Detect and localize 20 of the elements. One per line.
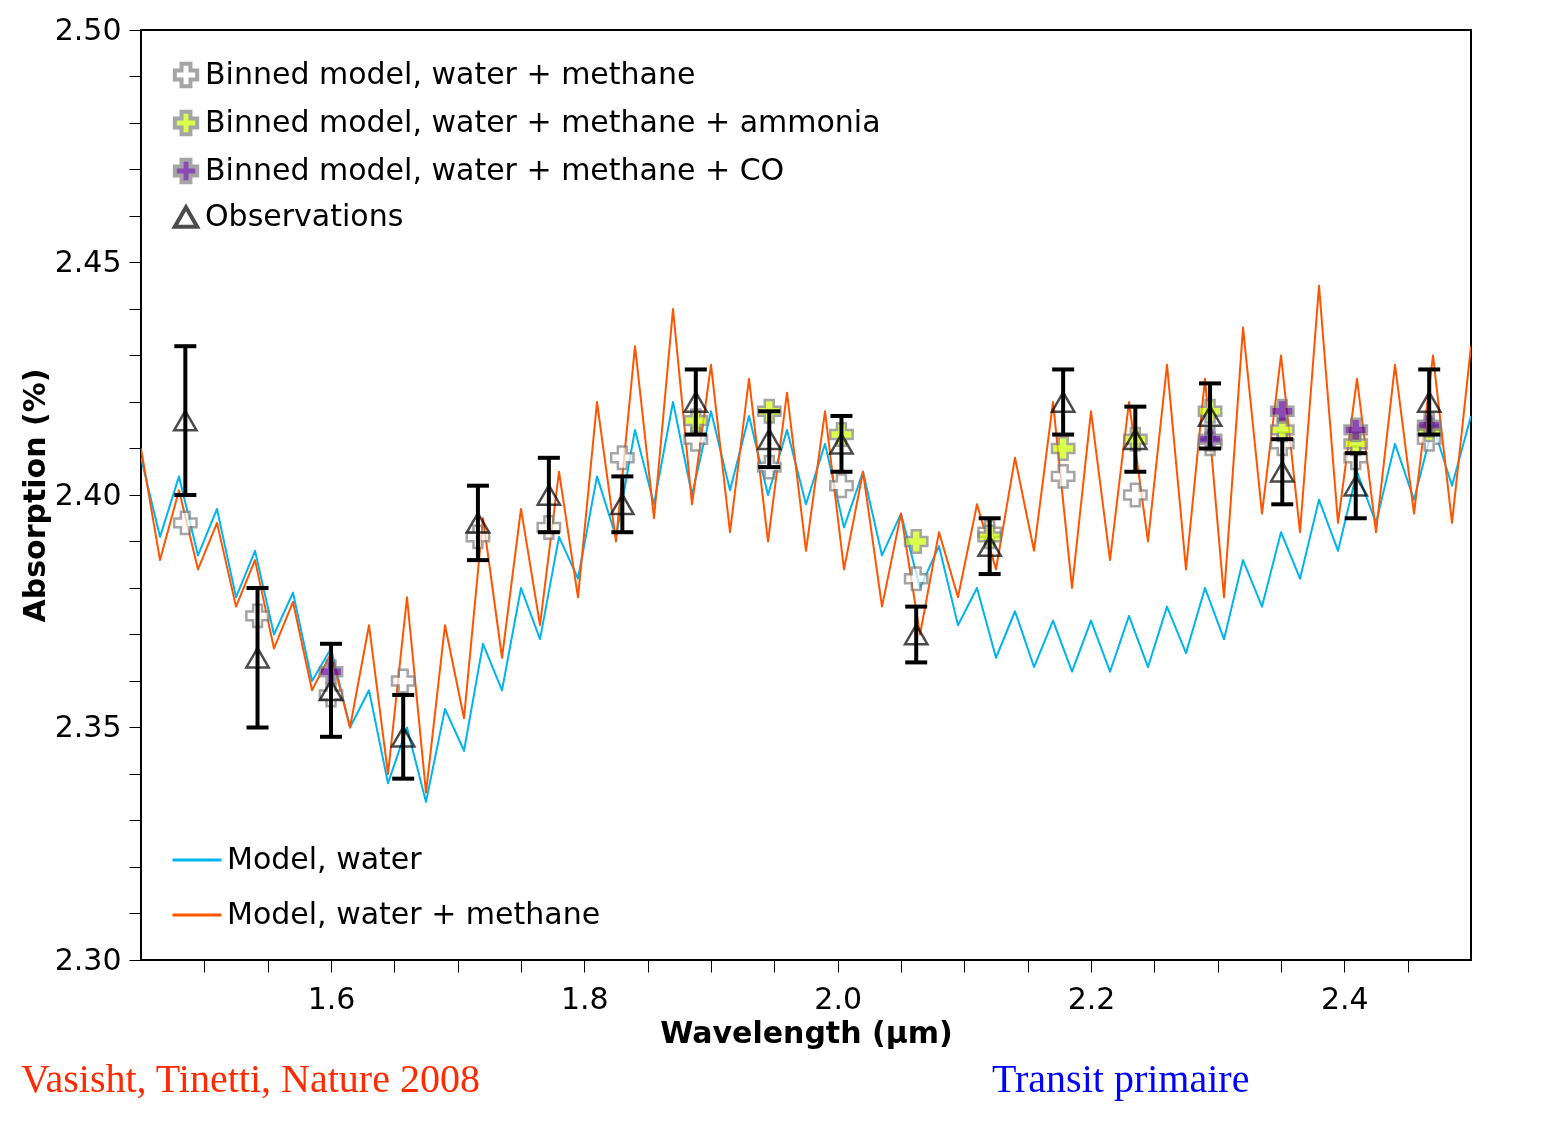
y-tick-label: 2.45 bbox=[54, 244, 122, 279]
legend-label: Binned model, water + methane bbox=[205, 56, 696, 91]
x-tick-label: 1.8 bbox=[560, 980, 609, 1016]
legend-label: Binned model, water + methane + ammonia bbox=[205, 104, 881, 139]
y-tick-label: 2.35 bbox=[54, 709, 122, 744]
x-tick-label: 2.2 bbox=[1067, 980, 1116, 1016]
legend-label: Binned model, water + methane + CO bbox=[205, 152, 785, 187]
y-tick-label: 2.40 bbox=[54, 476, 122, 512]
y-tick-label: 2.30 bbox=[54, 941, 122, 977]
y-tick-label: 2.50 bbox=[54, 11, 122, 47]
legend-label: Observations bbox=[205, 198, 404, 233]
legend-label: Model, water bbox=[227, 841, 423, 876]
text: Vasisht, Tinetti, Nature 2008 bbox=[21, 1056, 480, 1101]
text: Transit primaire bbox=[992, 1056, 1250, 1101]
x-axis-title: Wavelength (μm) bbox=[660, 1014, 953, 1050]
y-axis-title: Absorption (%) bbox=[16, 368, 52, 623]
x-tick-label: 2.4 bbox=[1320, 980, 1369, 1016]
x-tick-label: 2.0 bbox=[814, 980, 863, 1016]
x-tick-label: 1.6 bbox=[307, 980, 356, 1016]
legend-label: Model, water + methane bbox=[227, 896, 601, 931]
